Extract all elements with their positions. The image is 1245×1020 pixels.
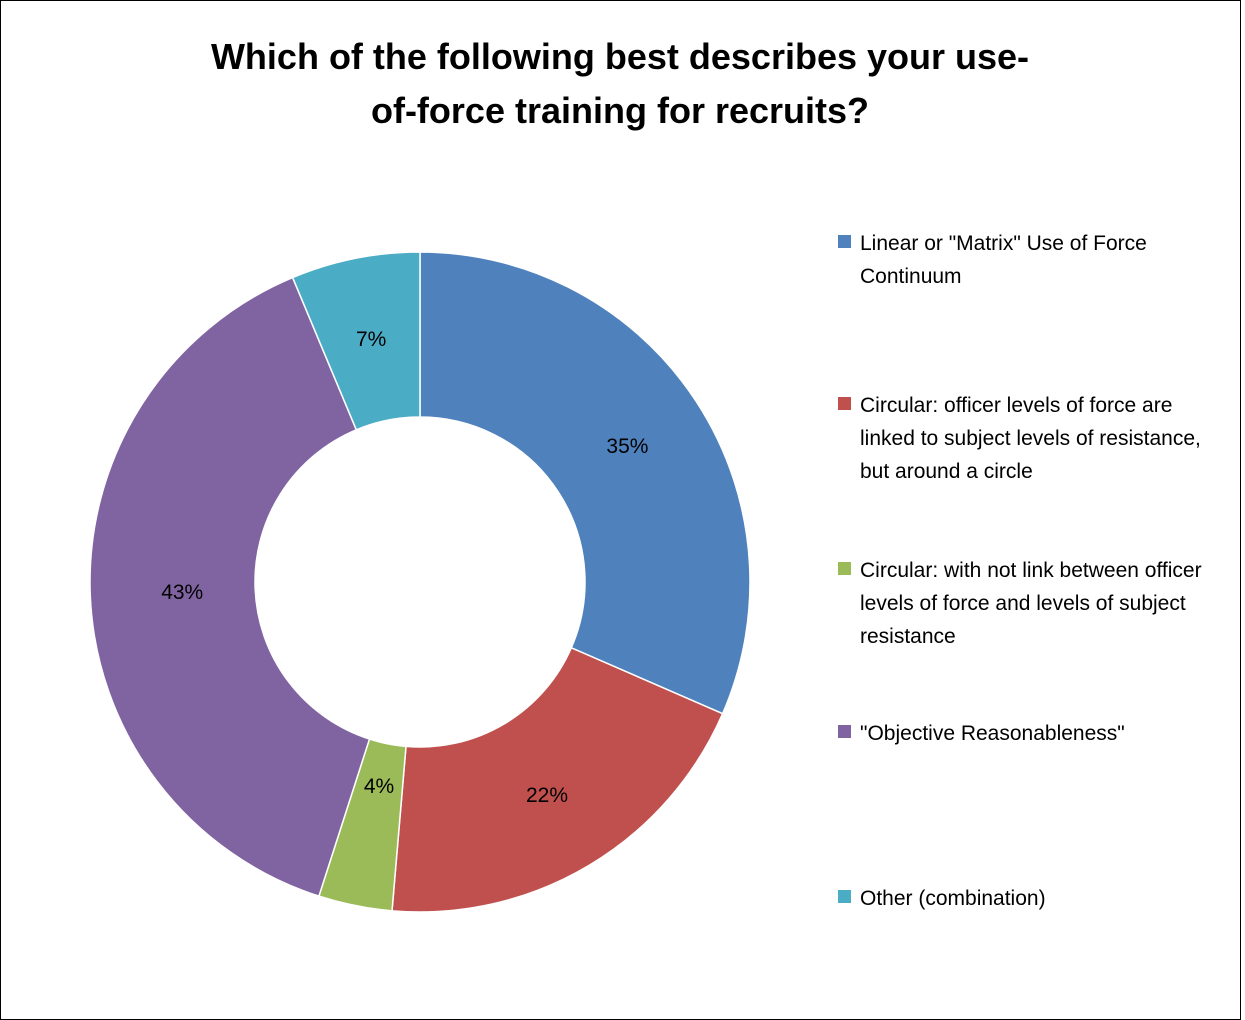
legend-label-circular-linked: Circular: officer levels of force are li… (860, 394, 1201, 483)
legend-label-objective-reasonableness: "Objective Reasonableness" (860, 722, 1125, 745)
chart-title-line-1: Which of the following best describes yo… (210, 36, 1030, 77)
legend-swatch-circular-linked (838, 397, 851, 410)
data-label-linear-matrix: 35% (606, 435, 648, 458)
chart-title: Which of the following best describes yo… (90, 30, 1150, 138)
legend-swatch-other-combination (838, 890, 851, 903)
data-label-circular-no-link: 4% (364, 775, 394, 798)
chart-title-line-2: of-force training for recruits? (370, 90, 870, 131)
legend-label-linear-matrix: Linear or "Matrix" Use of Force Continuu… (860, 232, 1147, 288)
legend-swatch-linear-matrix (838, 235, 851, 248)
legend-label-circular-no-link: Circular: with not link between officer … (860, 559, 1202, 648)
donut-slice-circular-linked (391, 646, 724, 913)
legend-label-other-combination: Other (combination) (860, 887, 1046, 910)
donut-slice-other-combination (291, 251, 421, 431)
data-label-circular-linked: 22% (526, 784, 568, 807)
legend-swatch-circular-no-link (838, 562, 851, 575)
data-label-objective-reasonableness: 43% (161, 581, 203, 604)
donut-slice-objective-reasonableness (89, 276, 371, 898)
donut-slice-linear-matrix (419, 251, 751, 715)
data-label-other-combination: 7% (356, 328, 386, 351)
legend-swatch-objective-reasonableness (838, 725, 851, 738)
